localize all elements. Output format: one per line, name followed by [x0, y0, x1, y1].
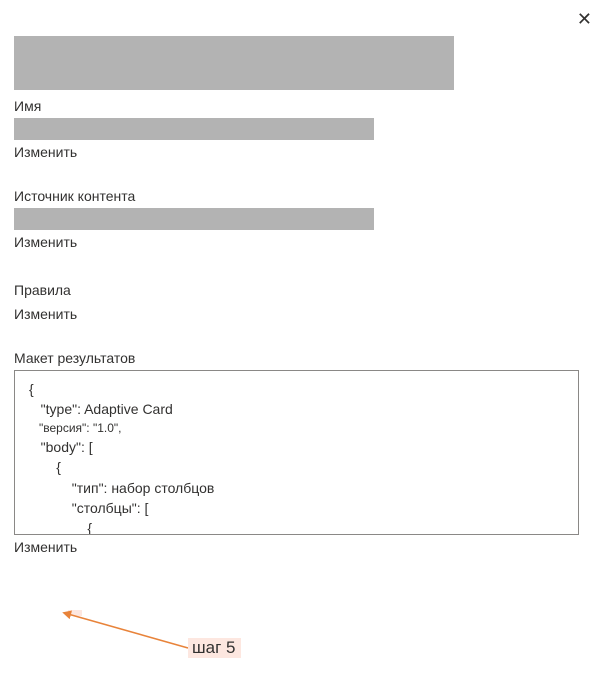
annotation-step-label: шаг 5: [188, 638, 241, 658]
content-source-label: Источник контента: [14, 188, 592, 204]
name-label: Имя: [14, 98, 592, 114]
rules-label: Правила: [14, 282, 592, 298]
name-section: Имя Изменить: [14, 98, 592, 160]
content-source-value-placeholder: [14, 208, 374, 230]
result-layout-section: Макет результатов { "type": Adaptive Car…: [14, 350, 592, 555]
result-layout-label: Макет результатов: [14, 350, 592, 366]
content-source-edit-link[interactable]: Изменить: [14, 234, 77, 250]
name-edit-link[interactable]: Изменить: [14, 144, 77, 160]
result-layout-edit-link[interactable]: Изменить: [14, 539, 77, 555]
rules-edit-link[interactable]: Изменить: [14, 306, 77, 322]
close-icon: ✕: [577, 9, 592, 29]
content-source-section: Источник контента Изменить: [14, 188, 592, 250]
close-button[interactable]: ✕: [577, 10, 592, 28]
rules-section: Правила Изменить: [14, 282, 592, 322]
header-placeholder: [14, 36, 454, 90]
result-layout-code[interactable]: { "type": Adaptive Card "версия": "1.0",…: [14, 370, 579, 535]
name-value-placeholder: [14, 118, 374, 140]
